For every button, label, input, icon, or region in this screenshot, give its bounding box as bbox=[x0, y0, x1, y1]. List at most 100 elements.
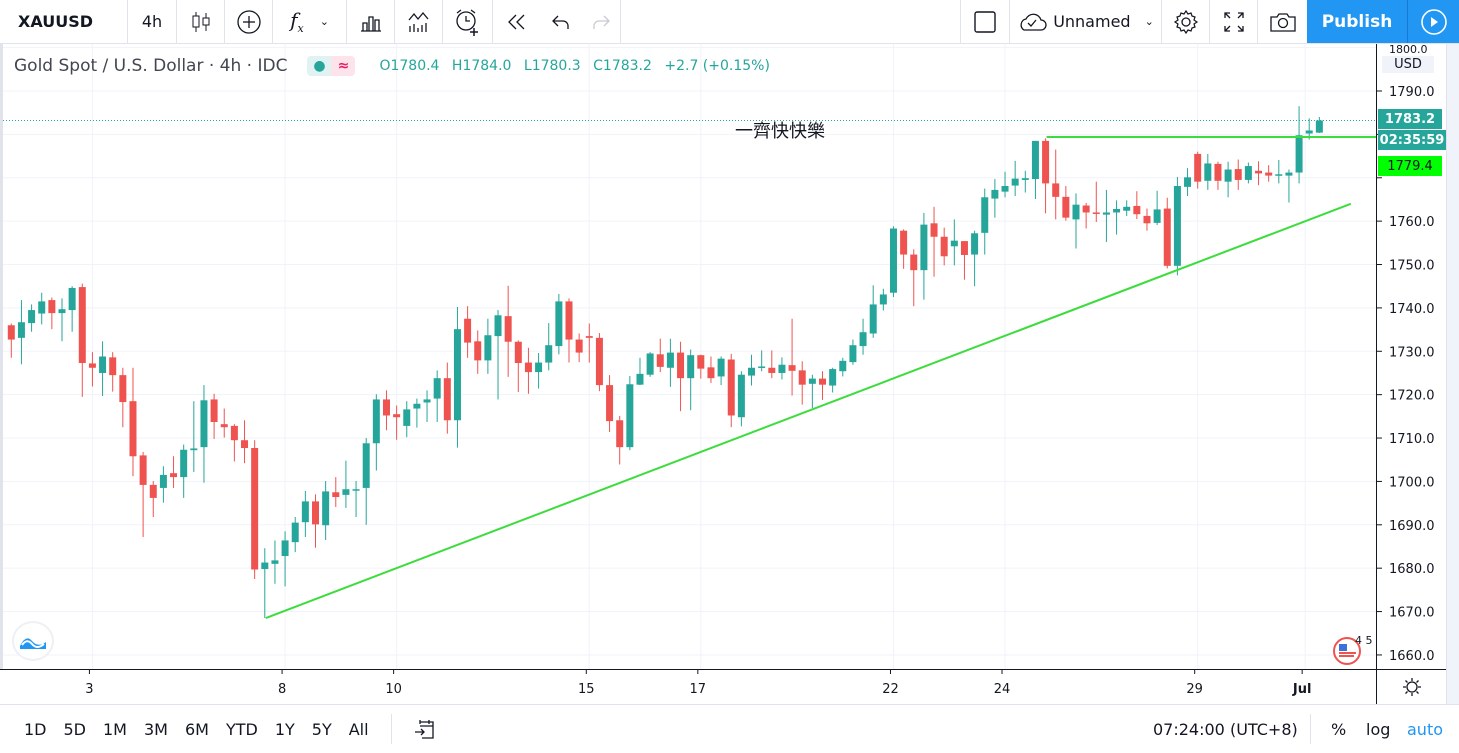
candle-body bbox=[1234, 169, 1242, 180]
candle bbox=[1123, 200, 1131, 216]
percent-scale-toggle[interactable]: % bbox=[1331, 719, 1347, 739]
candle bbox=[940, 227, 948, 266]
undo-button[interactable] bbox=[541, 0, 581, 43]
candle bbox=[484, 318, 492, 374]
candle bbox=[1194, 151, 1202, 189]
auto-scale-toggle[interactable]: auto bbox=[1407, 719, 1444, 739]
candle bbox=[524, 347, 532, 394]
candle bbox=[1031, 140, 1039, 200]
candle bbox=[514, 340, 522, 393]
candle-body bbox=[1153, 209, 1161, 223]
time-axis[interactable]: 3 8 10 15 17 22 24 29 Jul bbox=[0, 669, 1376, 704]
candle-body bbox=[251, 448, 259, 570]
candle-body bbox=[362, 443, 370, 488]
price-axis[interactable]: 1660.0 1670.0 1680.0 1690.0 1700.0 1710.0 1720… bbox=[1376, 43, 1459, 669]
divider bbox=[1310, 714, 1311, 744]
candle bbox=[1265, 165, 1273, 182]
candle bbox=[1001, 171, 1009, 198]
chart-type-button[interactable] bbox=[177, 0, 225, 43]
candle-body bbox=[687, 355, 695, 379]
candle-body bbox=[1123, 206, 1131, 211]
fullscreen-icon bbox=[1223, 11, 1244, 32]
delayed-data-icon[interactable]: ≈ bbox=[331, 56, 356, 76]
range-1m[interactable]: 1M bbox=[103, 719, 127, 739]
candle bbox=[879, 288, 887, 311]
candle-body bbox=[78, 287, 86, 363]
candle bbox=[535, 353, 543, 389]
currency-label[interactable]: USD bbox=[1382, 56, 1434, 73]
candle-body bbox=[1194, 153, 1202, 182]
candle bbox=[717, 356, 725, 386]
text-annotation[interactable]: 一齊快快樂 bbox=[735, 121, 825, 142]
log-scale-toggle[interactable]: log bbox=[1366, 719, 1391, 739]
range-5d[interactable]: 5D bbox=[63, 719, 87, 739]
fullscreen-button[interactable] bbox=[1210, 0, 1258, 43]
alert-button[interactable] bbox=[443, 0, 493, 43]
range-3m[interactable]: 3M bbox=[143, 719, 168, 739]
candle bbox=[332, 477, 340, 508]
candle bbox=[362, 438, 370, 525]
publish-video-button[interactable] bbox=[1408, 0, 1459, 43]
candle bbox=[1184, 168, 1192, 196]
candle-body bbox=[129, 401, 137, 457]
compare-add-symbol-button[interactable] bbox=[225, 0, 273, 43]
candle-body bbox=[991, 189, 999, 199]
range-ytd[interactable]: YTD bbox=[225, 719, 258, 739]
candle-body bbox=[1031, 140, 1039, 180]
select-layout-button[interactable] bbox=[960, 0, 1010, 43]
settings-button[interactable] bbox=[1162, 0, 1210, 43]
candle bbox=[413, 398, 421, 428]
clock-timezone[interactable]: 07:24:00 (UTC+8) bbox=[1153, 719, 1298, 739]
replay-button[interactable] bbox=[493, 0, 541, 43]
candle-body bbox=[139, 455, 147, 485]
candle-body bbox=[808, 378, 816, 384]
candle bbox=[1224, 161, 1232, 198]
candle bbox=[758, 350, 766, 372]
range-5y[interactable]: 5Y bbox=[311, 719, 332, 739]
templates-button[interactable] bbox=[395, 0, 443, 43]
candle bbox=[352, 480, 360, 517]
candle-body bbox=[291, 522, 299, 543]
candle bbox=[859, 318, 867, 355]
range-all[interactable]: All bbox=[348, 719, 369, 739]
interval-button[interactable]: 4h bbox=[128, 0, 177, 43]
candle bbox=[1295, 106, 1303, 184]
series-title[interactable]: Gold Spot / U.S. Dollar · 4h · IDC bbox=[14, 56, 288, 76]
candle-body bbox=[190, 448, 198, 451]
candle bbox=[312, 494, 319, 548]
goto-date-button[interactable] bbox=[414, 718, 436, 740]
economic-event-badge[interactable]: 4 5 bbox=[1332, 634, 1376, 668]
candle bbox=[687, 349, 695, 411]
candle bbox=[504, 285, 512, 377]
candle bbox=[301, 490, 309, 537]
candle-body bbox=[555, 301, 563, 347]
candle bbox=[271, 540, 279, 584]
candle-body bbox=[301, 501, 309, 523]
financials-button[interactable] bbox=[347, 0, 395, 43]
redo-button[interactable] bbox=[581, 0, 621, 43]
chart-pane[interactable] bbox=[0, 44, 1376, 669]
range-1y[interactable]: 1Y bbox=[274, 719, 295, 739]
range-1d[interactable]: 1D bbox=[24, 719, 47, 739]
candle-body bbox=[1042, 140, 1050, 184]
tradingview-logo[interactable] bbox=[12, 621, 54, 661]
candle bbox=[261, 548, 269, 619]
candle bbox=[565, 298, 573, 363]
undo-icon bbox=[552, 15, 569, 29]
change-value: +2.7 (+0.15%) bbox=[664, 58, 770, 74]
candle bbox=[1204, 153, 1212, 190]
candle-body bbox=[271, 560, 279, 564]
snapshot-button[interactable] bbox=[1258, 0, 1307, 43]
candle-body bbox=[971, 233, 979, 255]
symbol-search-button[interactable]: XAUUSD bbox=[0, 0, 128, 43]
range-6m[interactable]: 6M bbox=[184, 719, 209, 739]
indicators-button[interactable]: fx ⌄ bbox=[273, 0, 347, 43]
candle-body bbox=[879, 294, 887, 305]
publish-label: Publish bbox=[1321, 11, 1393, 32]
series-legend: Gold Spot / U.S. Dollar · 4h · IDC ● ≈ O… bbox=[14, 55, 778, 77]
publish-button[interactable]: Publish bbox=[1307, 0, 1408, 43]
layout-name-button[interactable]: Unnamed ⌄ bbox=[1010, 0, 1162, 43]
chart-settings-button[interactable] bbox=[1376, 669, 1446, 704]
candle-body bbox=[149, 484, 157, 498]
candle bbox=[230, 424, 238, 462]
